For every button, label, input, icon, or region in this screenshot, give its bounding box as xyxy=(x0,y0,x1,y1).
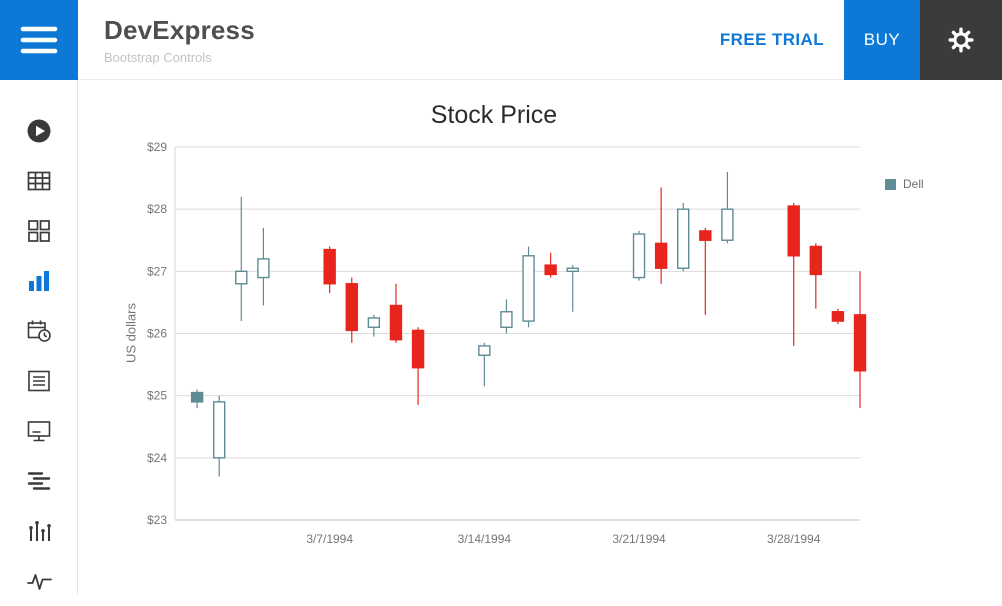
chart-legend: Dell xyxy=(885,177,924,191)
candle xyxy=(831,311,845,322)
legend-marker xyxy=(885,178,896,190)
candle xyxy=(654,242,668,269)
chart-title: Stock Price xyxy=(430,101,558,129)
menu-button[interactable] xyxy=(0,0,78,80)
hamburger-icon xyxy=(20,26,58,54)
sidebar-item-grid[interactable] xyxy=(0,156,77,206)
bar-chart-icon xyxy=(28,271,49,291)
y-tick-label: $28 xyxy=(147,202,167,216)
buy-button[interactable]: BUY xyxy=(844,0,920,80)
candle xyxy=(721,208,734,241)
y-tick-label: $25 xyxy=(147,389,167,403)
free-trial-link[interactable]: FREE TRIAL xyxy=(719,30,824,49)
tree-list-icon xyxy=(27,472,50,490)
candle xyxy=(478,345,491,356)
scheduler-icon xyxy=(27,320,51,342)
brand-subtitle: Bootstrap Controls xyxy=(104,50,212,65)
header: DevExpress Bootstrap Controls FREE TRIAL… xyxy=(0,0,1002,80)
x-tick-label: 3/7/1994 xyxy=(306,532,353,546)
y-tick-label: $27 xyxy=(147,264,167,278)
data-grid-icon xyxy=(27,171,50,191)
sidebar-item-financial-charts[interactable] xyxy=(0,506,77,556)
x-tick-label: 3/28/1994 xyxy=(767,532,821,546)
sidebar-item-card-view[interactable] xyxy=(0,206,77,256)
candle xyxy=(677,208,690,269)
candle xyxy=(566,267,579,273)
candle xyxy=(787,205,800,257)
candle xyxy=(632,233,646,279)
sidebar-item-demo-launcher[interactable] xyxy=(0,106,77,156)
sidebar-item-charts[interactable] xyxy=(0,256,77,306)
y-tick-label: $26 xyxy=(147,327,167,341)
candle xyxy=(411,329,425,369)
candle xyxy=(389,304,403,341)
sidebar-item-scheduler[interactable] xyxy=(0,306,77,356)
candlestick-plot: $23 $24 $25 $26 $27 $28 $29 3/7/1994 3/14/1994 3/… xyxy=(147,140,867,546)
candle xyxy=(853,314,867,372)
brand-title: DevExpress xyxy=(104,15,255,45)
editor-icon xyxy=(27,421,50,442)
candle xyxy=(809,245,823,276)
candle xyxy=(544,264,557,276)
x-tick-label: 3/14/1994 xyxy=(458,532,512,546)
y-tick-label: $23 xyxy=(147,513,167,527)
financial-chart-icon xyxy=(28,521,51,541)
y-tick-label: $24 xyxy=(147,451,167,465)
candle xyxy=(699,230,712,241)
sidebar-item-tree-list[interactable] xyxy=(0,456,77,506)
candle xyxy=(257,258,270,279)
candle xyxy=(235,270,248,285)
candle xyxy=(212,401,226,459)
candle xyxy=(367,317,381,328)
list-box-icon xyxy=(27,370,50,392)
sidebar-item-sparkline[interactable] xyxy=(0,556,77,606)
candle xyxy=(190,391,204,403)
sparkline-icon xyxy=(26,574,52,590)
candle xyxy=(522,255,535,322)
brand-logo[interactable]: DevExpress Bootstrap Controls xyxy=(104,15,255,65)
sidebar xyxy=(0,80,78,594)
y-tick-label: $29 xyxy=(147,140,167,154)
legend-label: Dell xyxy=(903,177,924,191)
x-tick-label: 3/21/1994 xyxy=(612,532,666,546)
play-icon xyxy=(27,119,50,143)
sidebar-item-list-box[interactable] xyxy=(0,356,77,406)
chart-panel: Stock Price US dollars $23 $24 $25 $26 $27 $2… xyxy=(79,80,1002,594)
candle xyxy=(323,248,336,285)
candle xyxy=(500,311,513,328)
settings-button[interactable] xyxy=(920,0,1002,80)
sidebar-item-editors[interactable] xyxy=(0,406,77,456)
candle xyxy=(345,283,358,332)
card-view-icon xyxy=(27,220,50,242)
gear-icon xyxy=(948,27,974,53)
